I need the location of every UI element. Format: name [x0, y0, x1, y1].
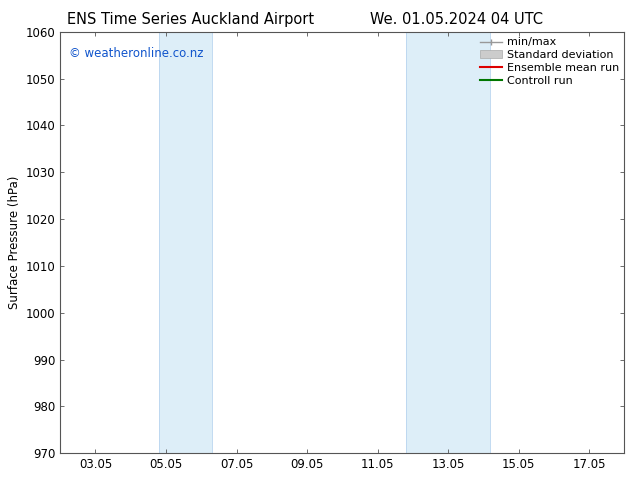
Bar [406, 32, 491, 453]
Legend: min/max, Standard deviation, Ensemble mean run, Controll run: min/max, Standard deviation, Ensemble me… [478, 35, 621, 88]
Text: We. 01.05.2024 04 UTC: We. 01.05.2024 04 UTC [370, 12, 543, 27]
Text: ENS Time Series Auckland Airport: ENS Time Series Auckland Airport [67, 12, 314, 27]
Y-axis label: Surface Pressure (hPa): Surface Pressure (hPa) [8, 176, 22, 309]
Text: © weatheronline.co.nz: © weatheronline.co.nz [68, 47, 203, 60]
Bar [159, 32, 212, 453]
